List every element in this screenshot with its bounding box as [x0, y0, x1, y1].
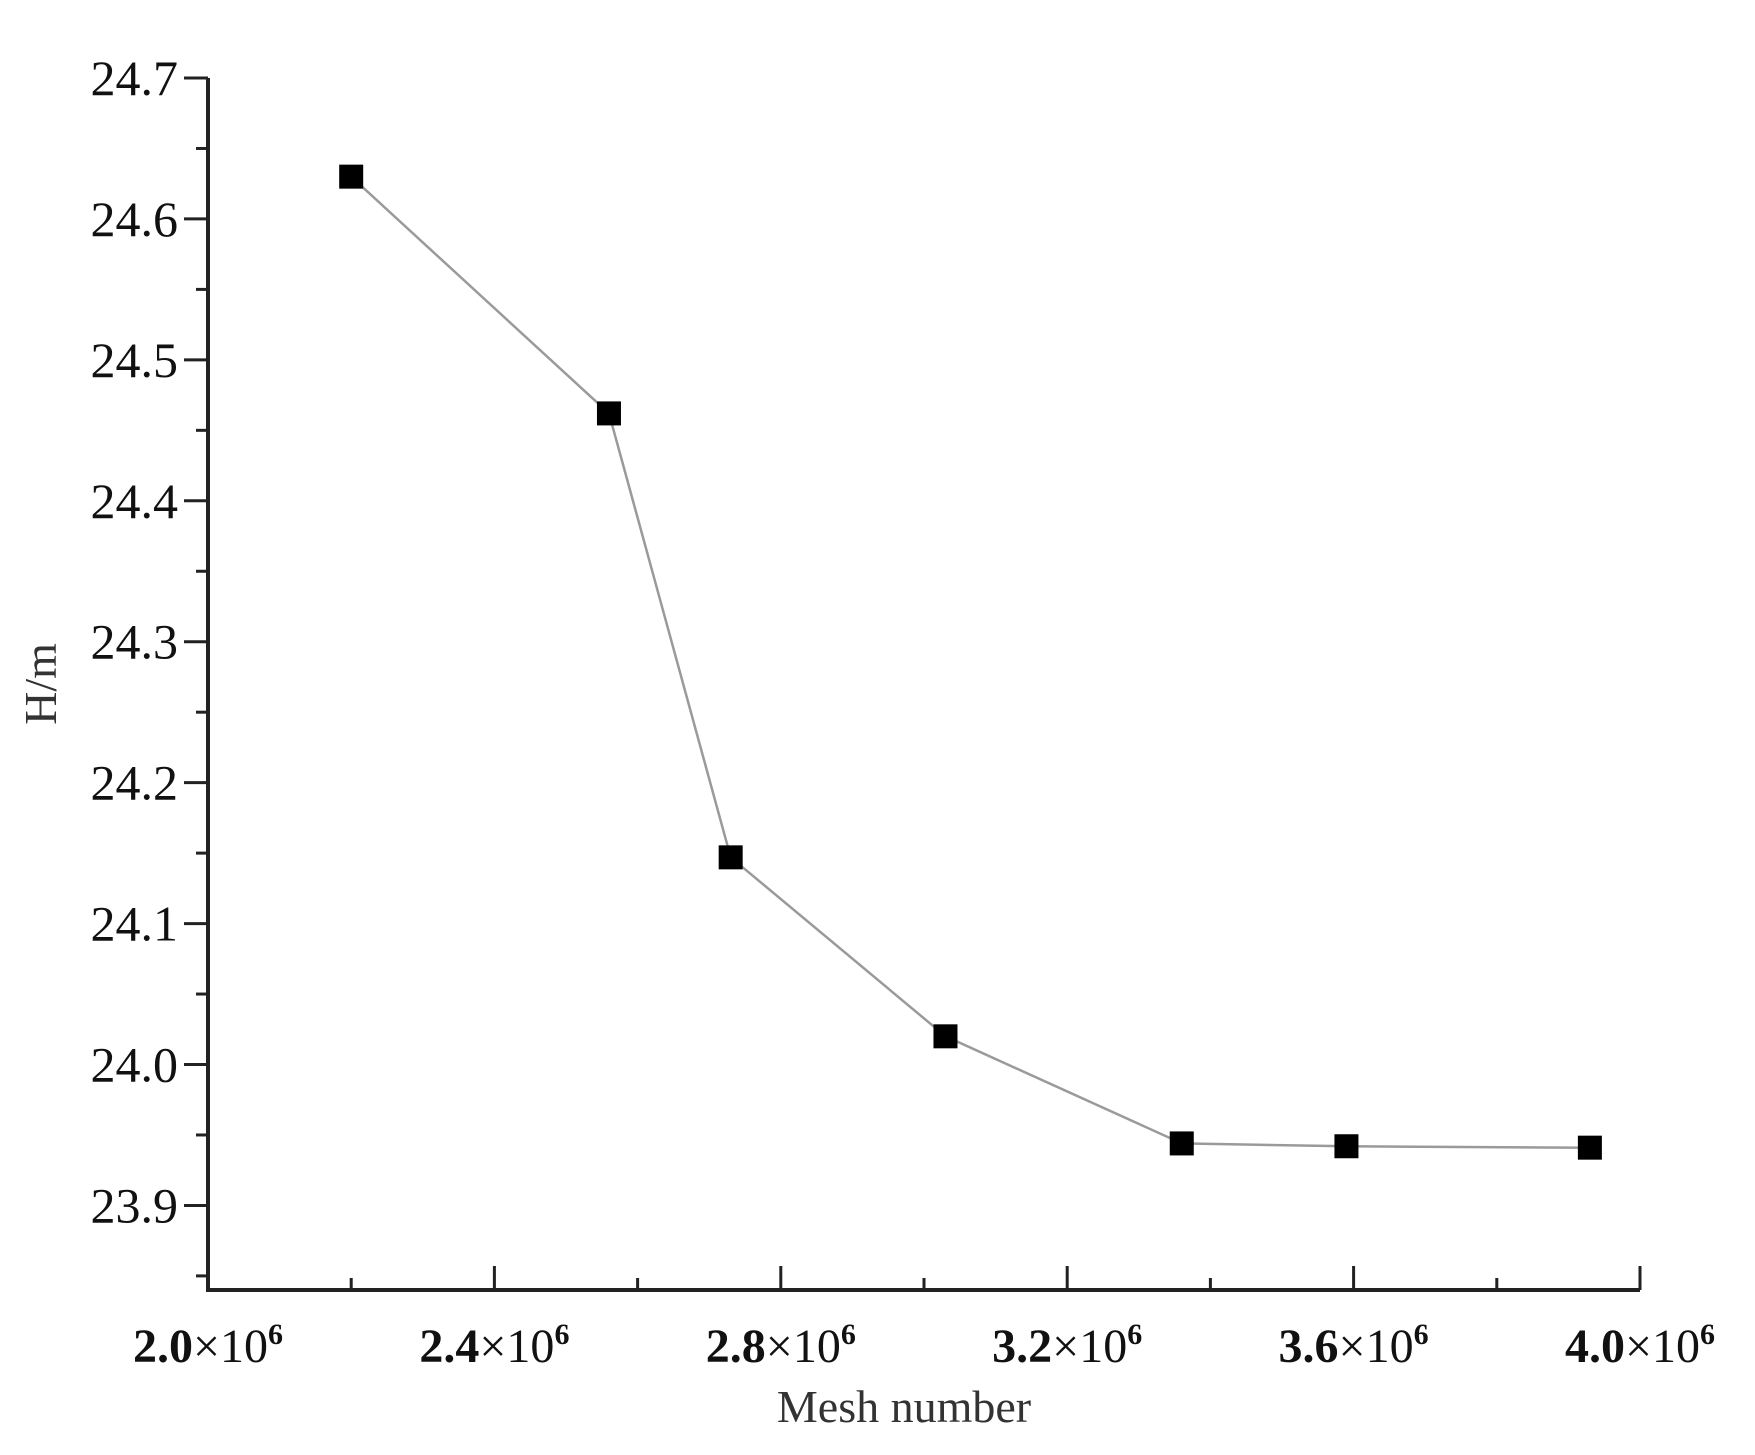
x-tick-label: 4.0×106	[1565, 1318, 1715, 1373]
x-axis-title: Mesh number	[777, 1381, 1031, 1432]
x-tick-exponent: 6	[554, 1318, 569, 1351]
series-line	[350, 175, 1590, 1149]
x-tick-times: ×10	[1052, 1320, 1127, 1373]
x-tick-times: ×10	[479, 1320, 554, 1373]
x-tick-exponent: 6	[1414, 1318, 1429, 1351]
y-axis-ticks: 23.9 24.0 24.1 24.2 24.3 24.4 24.5 24.6 24.7	[91, 50, 208, 1278]
series-layer	[339, 164, 1602, 1160]
x-tick-mantissa: 3.6	[1279, 1320, 1339, 1373]
x-tick-exponent: 6	[268, 1318, 283, 1351]
y-tick-label: 24.7	[91, 50, 179, 106]
y-tick-label: 24.6	[91, 191, 179, 247]
x-tick-label: 2.0×106	[133, 1318, 283, 1373]
y-tick-label: 24.5	[91, 332, 179, 388]
y-axis-title: H/m	[15, 643, 66, 725]
x-tick-times: ×10	[766, 1320, 841, 1373]
x-tick-mantissa: 4.0	[1565, 1320, 1625, 1373]
data-point	[596, 401, 621, 426]
x-tick-label: 3.6×106	[1279, 1318, 1429, 1373]
data-point	[339, 164, 364, 189]
x-tick-times: ×10	[193, 1320, 268, 1373]
x-tick-exponent: 6	[841, 1318, 856, 1351]
x-tick-mantissa: 2.0	[133, 1320, 193, 1373]
x-tick-times: ×10	[1625, 1320, 1700, 1373]
data-point	[1169, 1131, 1194, 1156]
data-point	[1577, 1135, 1602, 1160]
x-axis-ticks: 2.0×106 2.4×106 2.8×106 3.2×106 3.6×106 4.0×1…	[133, 1266, 1715, 1373]
y-tick-label: 24.2	[91, 755, 179, 811]
x-tick-mantissa: 3.2	[992, 1320, 1052, 1373]
x-tick-mantissa: 2.4	[419, 1320, 479, 1373]
data-point	[1334, 1134, 1359, 1159]
x-tick-label: 2.8×106	[706, 1318, 856, 1373]
data-point	[933, 1024, 958, 1049]
x-tick-exponent: 6	[1700, 1318, 1715, 1351]
y-tick-label: 24.1	[91, 896, 179, 952]
x-tick-mantissa: 2.8	[706, 1320, 766, 1373]
x-tick-exponent: 6	[1127, 1318, 1142, 1351]
y-tick-label: 23.9	[91, 1177, 179, 1233]
axes	[206, 78, 1640, 1292]
data-point	[718, 845, 743, 870]
x-tick-label: 2.4×106	[419, 1318, 569, 1373]
x-tick-times: ×10	[1339, 1320, 1414, 1373]
y-tick-label: 24.4	[91, 473, 179, 529]
y-tick-label: 24.3	[91, 614, 179, 670]
x-tick-label: 3.2×106	[992, 1318, 1142, 1373]
y-tick-label: 24.0	[91, 1037, 179, 1093]
